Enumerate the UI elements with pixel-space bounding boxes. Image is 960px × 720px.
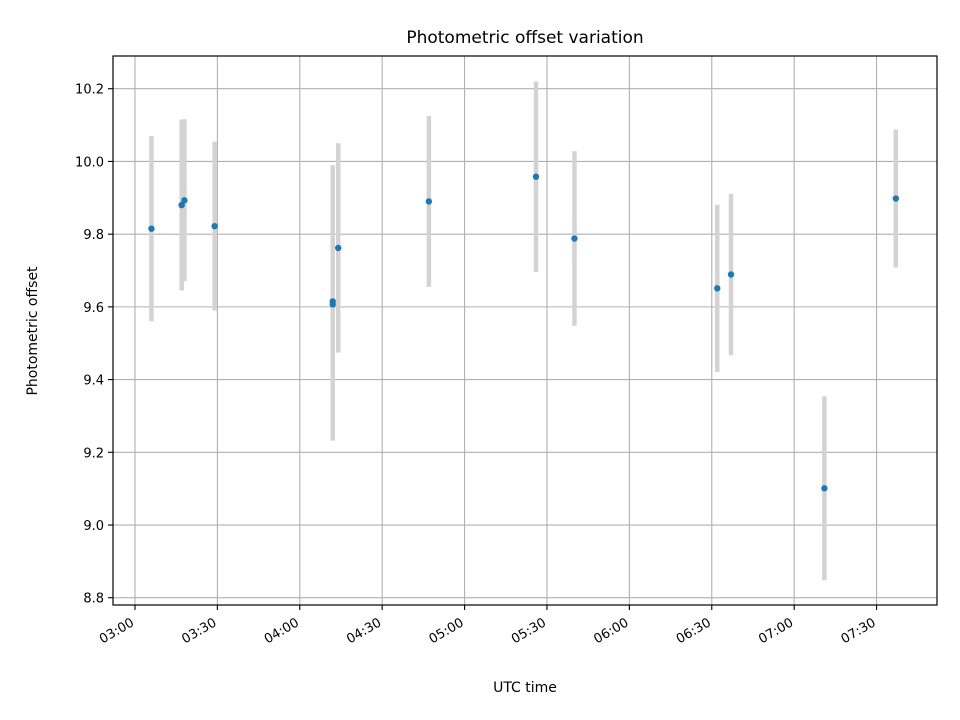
data-point [714,285,721,292]
data-point [532,173,540,180]
data-point [892,195,899,202]
y-tick-label: 10.0 [75,155,104,170]
data-point [181,197,188,204]
data-point [821,485,828,492]
y-tick-label: 9.0 [83,519,104,534]
y-tick-label: 9.8 [83,228,104,243]
data-point [211,222,218,230]
data-point [335,244,342,252]
data-point [425,198,433,205]
y-tick-label: 10.2 [75,83,104,98]
y-tick-label: 8.8 [83,592,104,607]
data-points [148,173,899,492]
data-point [571,235,578,242]
y-tick-label: 9.6 [83,301,104,316]
data-point [727,271,735,278]
data-point [148,225,155,232]
y-tick-label: 9.2 [83,446,104,461]
y-axis-title: Photometric offset [25,266,41,396]
chart-title: Photometric offset variation [406,28,643,48]
data-point [178,201,185,209]
data-point [329,301,336,308]
grid [113,56,937,605]
y-tick-label: 9.4 [83,374,104,389]
plot-frame [112,55,938,606]
x-axis-title: UTC time [493,680,557,696]
